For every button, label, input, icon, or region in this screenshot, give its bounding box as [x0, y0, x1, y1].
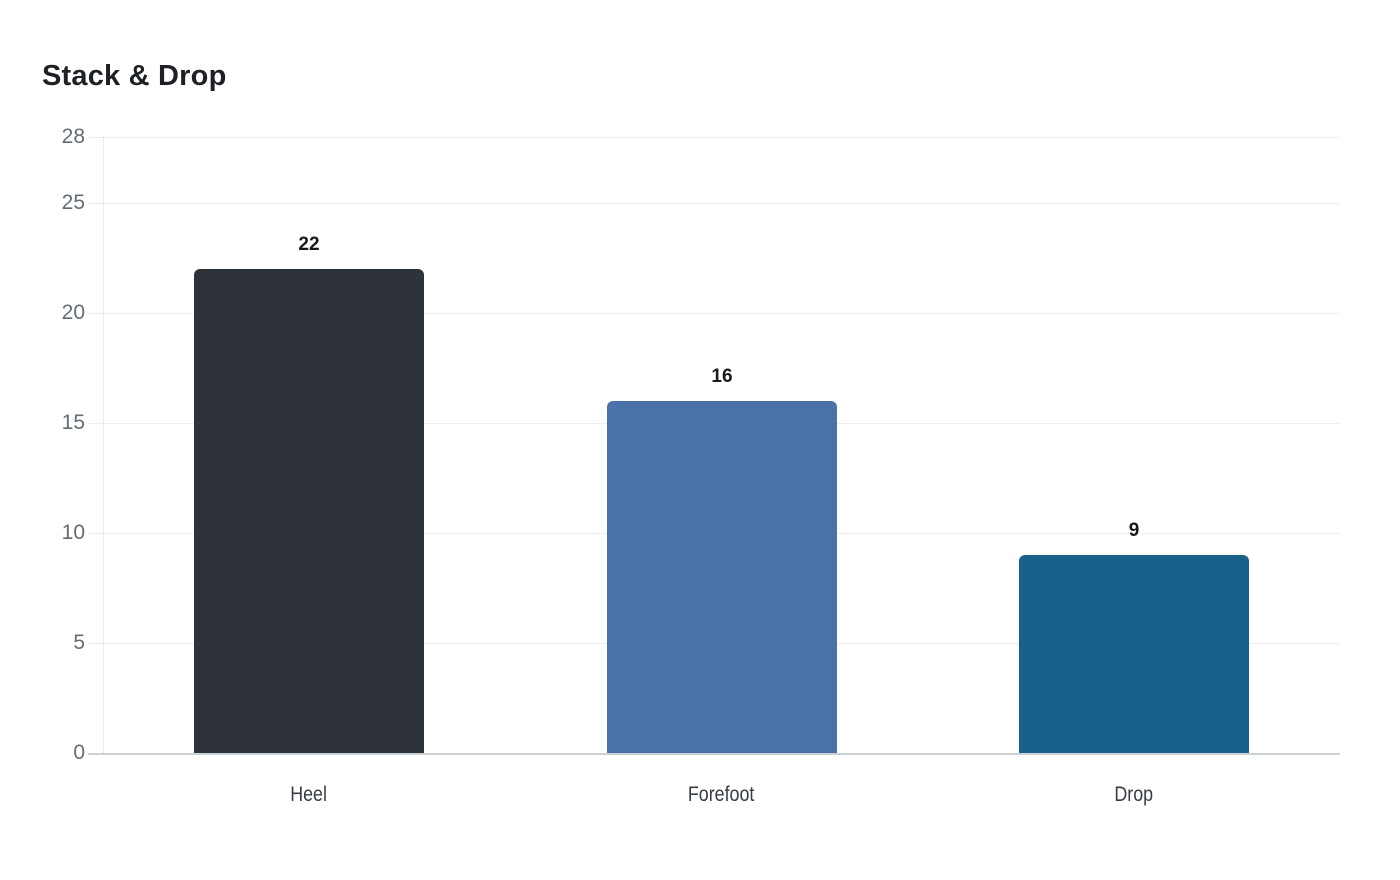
chart-title: Stack & Drop	[42, 60, 227, 92]
x-axis-line	[88, 753, 1340, 755]
category-label-text: Forefoot	[687, 783, 755, 806]
category-label-forefoot: Forefoot	[515, 783, 927, 807]
y-tick-label: 20	[61, 301, 85, 324]
y-tick-label: 28	[61, 125, 85, 148]
bar-value-label: 22	[298, 234, 320, 255]
category-label-text: Drop	[1114, 783, 1154, 806]
bar-heel[interactable]	[194, 269, 424, 753]
bar-forefoot[interactable]	[607, 401, 837, 753]
gridline	[88, 203, 1340, 204]
y-tick-label: 0	[73, 741, 85, 764]
y-axis-border	[103, 137, 104, 753]
bar-value-label: 16	[711, 366, 733, 387]
bar-drop[interactable]	[1019, 555, 1249, 753]
gridline	[88, 313, 1340, 314]
y-tick-label: 10	[61, 521, 85, 544]
gridline	[88, 137, 1340, 138]
bar-value-label: 9	[1128, 520, 1140, 541]
y-tick-label: 15	[61, 411, 85, 434]
category-label-drop: Drop	[928, 783, 1340, 807]
category-label-text: Heel	[290, 783, 328, 806]
category-label-heel: Heel	[103, 783, 515, 807]
y-tick-label: 5	[73, 631, 85, 654]
y-tick-label: 25	[61, 191, 85, 214]
